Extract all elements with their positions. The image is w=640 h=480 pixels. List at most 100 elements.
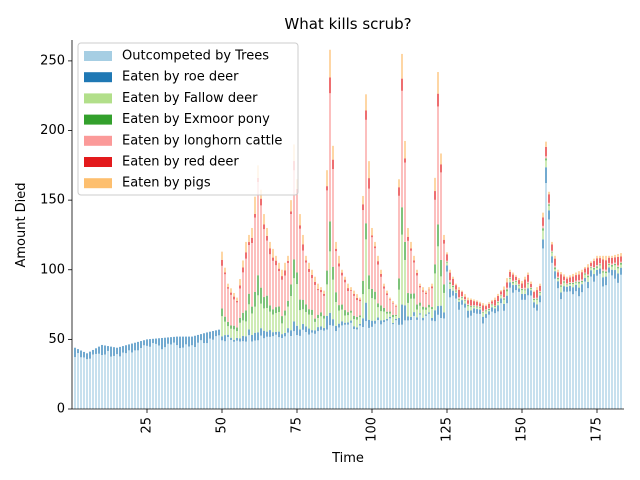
bar-segment bbox=[278, 331, 280, 338]
bar-segment bbox=[506, 287, 508, 290]
bar-segment bbox=[425, 315, 427, 409]
bar-segment bbox=[419, 287, 421, 303]
bar-segment bbox=[479, 303, 481, 307]
legend-label: Eaten by longhorn cattle bbox=[122, 133, 282, 148]
bar-segment bbox=[539, 290, 541, 293]
bar-segment bbox=[359, 301, 361, 316]
bar-segment bbox=[245, 252, 247, 259]
bar-segment bbox=[401, 304, 403, 325]
bar-segment bbox=[392, 317, 394, 323]
bar-segment bbox=[524, 290, 526, 294]
bar-segment bbox=[134, 342, 136, 351]
bar-segment bbox=[356, 300, 358, 317]
bar-segment bbox=[608, 267, 610, 273]
bar-segment bbox=[455, 289, 457, 291]
bar-segment bbox=[374, 291, 376, 300]
bar-segment bbox=[380, 273, 382, 277]
legend-label: Eaten by Fallow deer bbox=[122, 91, 258, 106]
bar-segment bbox=[560, 272, 562, 275]
bar-segment bbox=[452, 285, 454, 288]
bar-segment bbox=[458, 289, 460, 298]
bar-segment bbox=[299, 299, 301, 311]
bar-segment bbox=[224, 321, 226, 336]
bar-segment bbox=[476, 306, 478, 308]
bar-segment bbox=[596, 265, 598, 267]
bar-segment bbox=[257, 340, 259, 409]
bar-segment bbox=[92, 349, 94, 355]
bar-segment bbox=[149, 346, 151, 409]
bar-segment bbox=[578, 287, 580, 297]
bar-segment bbox=[467, 306, 469, 311]
bar-segment bbox=[410, 319, 412, 409]
bar-segment bbox=[551, 252, 553, 257]
bar-segment bbox=[320, 292, 322, 313]
bar-segment bbox=[254, 340, 256, 409]
bar-segment bbox=[530, 287, 532, 288]
bar-segment bbox=[269, 248, 271, 255]
bar-segment bbox=[407, 316, 409, 321]
bar-segment bbox=[326, 284, 328, 316]
legend-label: Eaten by roe deer bbox=[122, 70, 239, 85]
bar-segment bbox=[89, 358, 91, 409]
bar-segment bbox=[248, 329, 250, 336]
bar-segment bbox=[116, 347, 118, 355]
bar-segment bbox=[491, 307, 493, 312]
bar-segment bbox=[272, 309, 274, 315]
bar-segment bbox=[260, 287, 262, 304]
legend-swatch bbox=[84, 51, 112, 61]
bar-segment bbox=[134, 350, 136, 409]
bar-segment bbox=[548, 191, 550, 195]
bar-segment bbox=[461, 290, 463, 292]
bar-segment bbox=[596, 267, 598, 270]
bar-segment bbox=[485, 309, 487, 311]
bar-segment bbox=[302, 234, 304, 245]
bar-segment bbox=[431, 317, 433, 321]
bar-segment bbox=[440, 259, 442, 277]
bar-segment bbox=[350, 287, 352, 291]
bar-segment bbox=[584, 272, 586, 274]
bar-segment bbox=[305, 255, 307, 261]
bar-segment bbox=[233, 329, 235, 340]
legend-swatch bbox=[84, 135, 112, 146]
bar-segment bbox=[434, 310, 436, 322]
bar-segment bbox=[95, 348, 97, 354]
bar-segment bbox=[452, 287, 454, 291]
bar-segment bbox=[245, 321, 247, 337]
bar-segment bbox=[404, 140, 406, 159]
legend-label: Eaten by Exmoor pony bbox=[122, 112, 270, 127]
bar-segment bbox=[617, 267, 619, 269]
bar-segment bbox=[236, 302, 238, 328]
bar-segment bbox=[299, 214, 301, 226]
bar-segment bbox=[557, 281, 559, 289]
y-axis-label: Amount Died bbox=[14, 182, 29, 267]
bar-segment bbox=[245, 258, 247, 311]
bar-segment bbox=[251, 237, 253, 243]
bar-segment bbox=[353, 294, 355, 296]
bar-segment bbox=[221, 265, 223, 309]
bar-segment bbox=[458, 301, 460, 310]
bar-segment bbox=[518, 278, 520, 281]
bar-segment bbox=[290, 335, 292, 409]
bar-segment bbox=[224, 272, 226, 275]
bar-segment bbox=[503, 289, 505, 298]
bar-segment bbox=[491, 304, 493, 306]
bar-segment bbox=[533, 297, 535, 299]
bar-segment bbox=[353, 295, 355, 316]
bar-segment bbox=[413, 262, 415, 294]
bar-segment bbox=[449, 280, 451, 283]
bar-segment bbox=[566, 278, 568, 284]
bar-segment bbox=[365, 94, 367, 111]
bar-segment bbox=[161, 337, 163, 350]
bar-segment bbox=[371, 227, 373, 236]
bar-segment bbox=[461, 297, 463, 301]
bar-segment bbox=[521, 299, 523, 409]
bar-segment bbox=[368, 188, 370, 276]
bar-segment bbox=[284, 332, 286, 337]
bar-segment bbox=[212, 331, 214, 340]
bar-segment bbox=[383, 322, 385, 409]
bar-segment bbox=[404, 162, 406, 242]
bar-segment bbox=[443, 239, 445, 244]
bar-segment bbox=[470, 300, 472, 306]
bar-segment bbox=[554, 269, 556, 272]
legend-swatch bbox=[84, 114, 112, 125]
